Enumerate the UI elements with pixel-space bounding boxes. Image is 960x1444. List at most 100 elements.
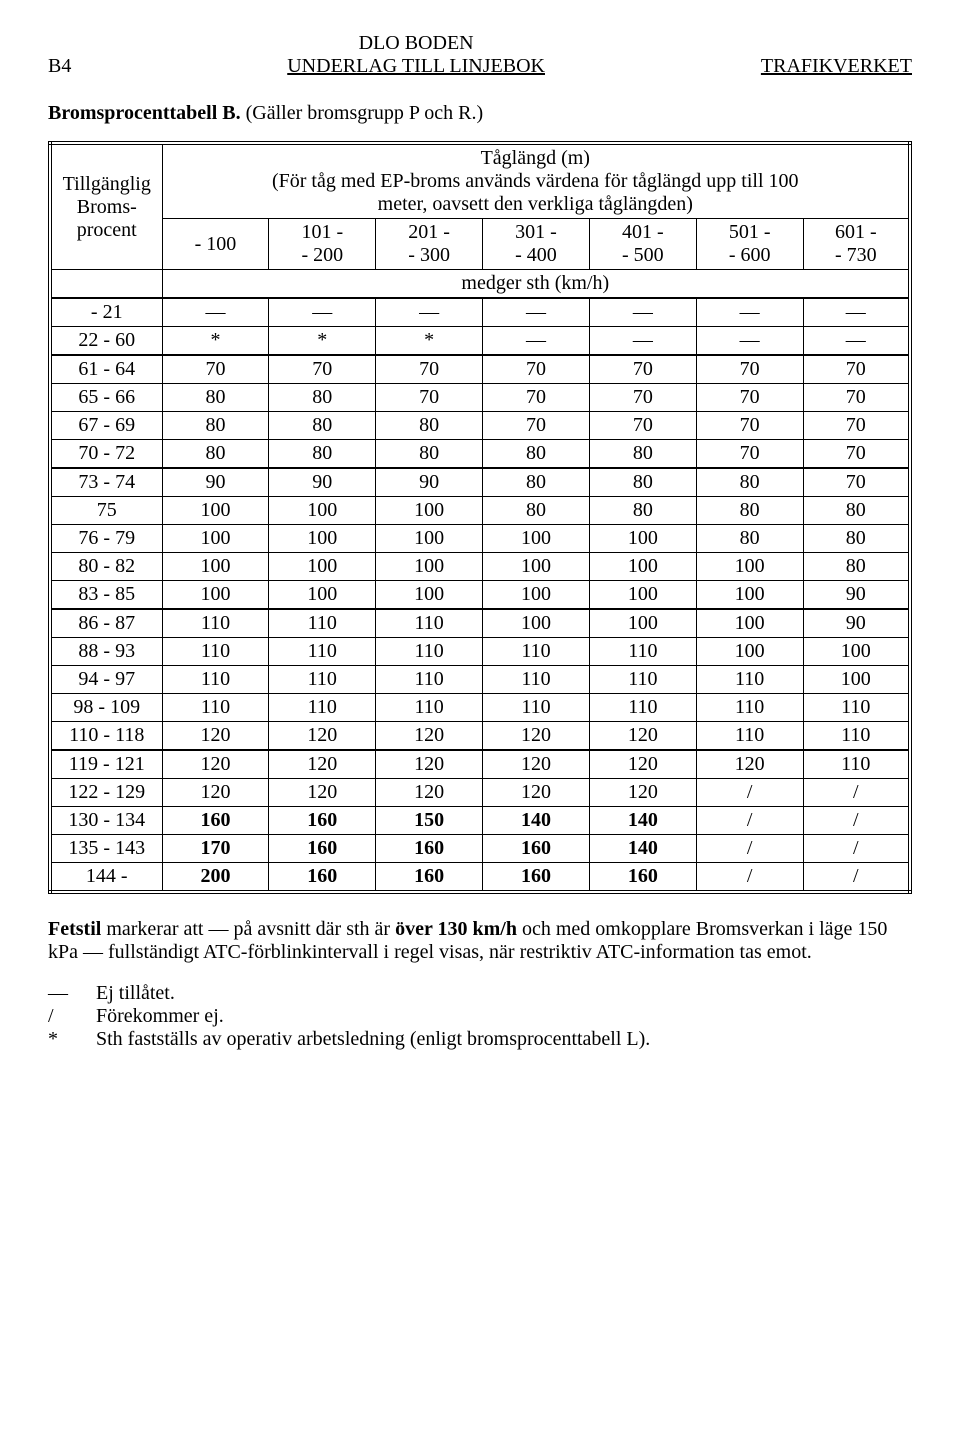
data-cell: 100 [696, 609, 803, 638]
data-cell: 80 [483, 440, 590, 469]
data-cell: 100 [803, 638, 910, 666]
data-cell: 80 [162, 384, 269, 412]
data-cell: 120 [162, 779, 269, 807]
data-cell: 110 [483, 638, 590, 666]
data-cell: 80 [269, 384, 376, 412]
table-row: 73 - 7490909080808070 [50, 468, 910, 497]
row-label: 98 - 109 [50, 694, 162, 722]
data-cell: / [696, 863, 803, 893]
data-cell: 70 [483, 355, 590, 384]
data-cell: 70 [589, 412, 696, 440]
data-cell: 80 [696, 468, 803, 497]
data-cell: 100 [589, 581, 696, 610]
data-cell: 70 [589, 355, 696, 384]
data-cell: — [696, 298, 803, 327]
notes-bold1: Fetstil [48, 918, 101, 940]
medger-header: medger sth (km/h) [162, 270, 910, 299]
data-cell: 80 [483, 468, 590, 497]
data-cell: 90 [376, 468, 483, 497]
range-header: 601 -- 730 [803, 219, 910, 270]
table-row: 86 - 8711011011010010010090 [50, 609, 910, 638]
table-row: 61 - 6470707070707070 [50, 355, 910, 384]
row-label: - 21 [50, 298, 162, 327]
data-cell: 90 [162, 468, 269, 497]
data-cell: 140 [589, 807, 696, 835]
data-cell: 160 [269, 863, 376, 893]
data-cell: 100 [269, 525, 376, 553]
data-cell: 100 [589, 553, 696, 581]
data-cell: 70 [803, 412, 910, 440]
data-cell: 90 [803, 581, 910, 610]
table-row: medger sth (km/h) [50, 270, 910, 299]
data-cell: / [803, 807, 910, 835]
data-cell: 90 [803, 609, 910, 638]
header-line2: UNDERLAG TILL LINJEBOK [71, 55, 761, 78]
data-cell: 110 [162, 694, 269, 722]
data-cell: 110 [269, 609, 376, 638]
data-cell: 120 [162, 722, 269, 751]
data-cell: 110 [803, 694, 910, 722]
data-cell: 110 [803, 750, 910, 779]
data-cell: 110 [483, 694, 590, 722]
legend-row: *Sth fastställs av operativ arbetslednin… [48, 1028, 912, 1051]
data-cell: * [269, 327, 376, 356]
legend-symbol: / [48, 1005, 96, 1028]
data-cell: 120 [269, 750, 376, 779]
data-cell: 140 [589, 835, 696, 863]
data-cell: 110 [269, 666, 376, 694]
data-cell: 70 [696, 355, 803, 384]
data-cell: 100 [696, 553, 803, 581]
data-cell: 160 [376, 863, 483, 893]
data-cell: — [483, 327, 590, 356]
data-cell: 110 [376, 694, 483, 722]
data-cell: 110 [696, 722, 803, 751]
page-header: B4 DLO BODEN UNDERLAG TILL LINJEBOK TRAF… [48, 32, 912, 78]
data-cell: 200 [162, 863, 269, 893]
data-cell: / [696, 835, 803, 863]
data-cell: 100 [589, 609, 696, 638]
data-cell: — [269, 298, 376, 327]
row-label: 122 - 129 [50, 779, 162, 807]
data-cell: / [803, 835, 910, 863]
range-header: 501 -- 600 [696, 219, 803, 270]
data-cell: — [162, 298, 269, 327]
document-title: Bromsprocenttabell B. (Gäller bromsgrupp… [48, 102, 912, 125]
data-cell: 120 [589, 722, 696, 751]
header-center: DLO BODEN UNDERLAG TILL LINJEBOK [71, 32, 761, 78]
data-cell: 80 [589, 468, 696, 497]
legend-text: Förekommer ej. [96, 1005, 912, 1028]
data-cell: 90 [269, 468, 376, 497]
data-cell: 100 [483, 553, 590, 581]
data-cell: 110 [696, 694, 803, 722]
data-cell: 80 [696, 497, 803, 525]
data-cell: 80 [589, 440, 696, 469]
row-label: 61 - 64 [50, 355, 162, 384]
data-cell: 110 [589, 694, 696, 722]
table-row: 67 - 6980808070707070 [50, 412, 910, 440]
row-label: 88 - 93 [50, 638, 162, 666]
row-label: 65 - 66 [50, 384, 162, 412]
range-header: 401 -- 500 [589, 219, 696, 270]
data-cell: 100 [269, 497, 376, 525]
row-label: 144 - [50, 863, 162, 893]
header-right: TRAFIKVERKET [761, 55, 912, 78]
data-cell: 120 [269, 779, 376, 807]
range-header: - 100 [162, 219, 269, 270]
data-cell: 110 [269, 638, 376, 666]
table-row: 122 - 129120120120120120// [50, 779, 910, 807]
data-cell: 120 [162, 750, 269, 779]
row-label: 73 - 74 [50, 468, 162, 497]
data-cell: 100 [696, 638, 803, 666]
legend-row: /Förekommer ej. [48, 1005, 912, 1028]
data-cell: 70 [376, 355, 483, 384]
data-cell: 100 [376, 525, 483, 553]
data-cell: 70 [483, 412, 590, 440]
table-row: 83 - 8510010010010010010090 [50, 581, 910, 610]
data-cell: 70 [162, 355, 269, 384]
data-cell: 70 [803, 355, 910, 384]
data-cell: / [696, 779, 803, 807]
legend-symbol: — [48, 982, 96, 1005]
data-cell: 80 [803, 525, 910, 553]
row-label: 135 - 143 [50, 835, 162, 863]
data-cell: 160 [589, 863, 696, 893]
